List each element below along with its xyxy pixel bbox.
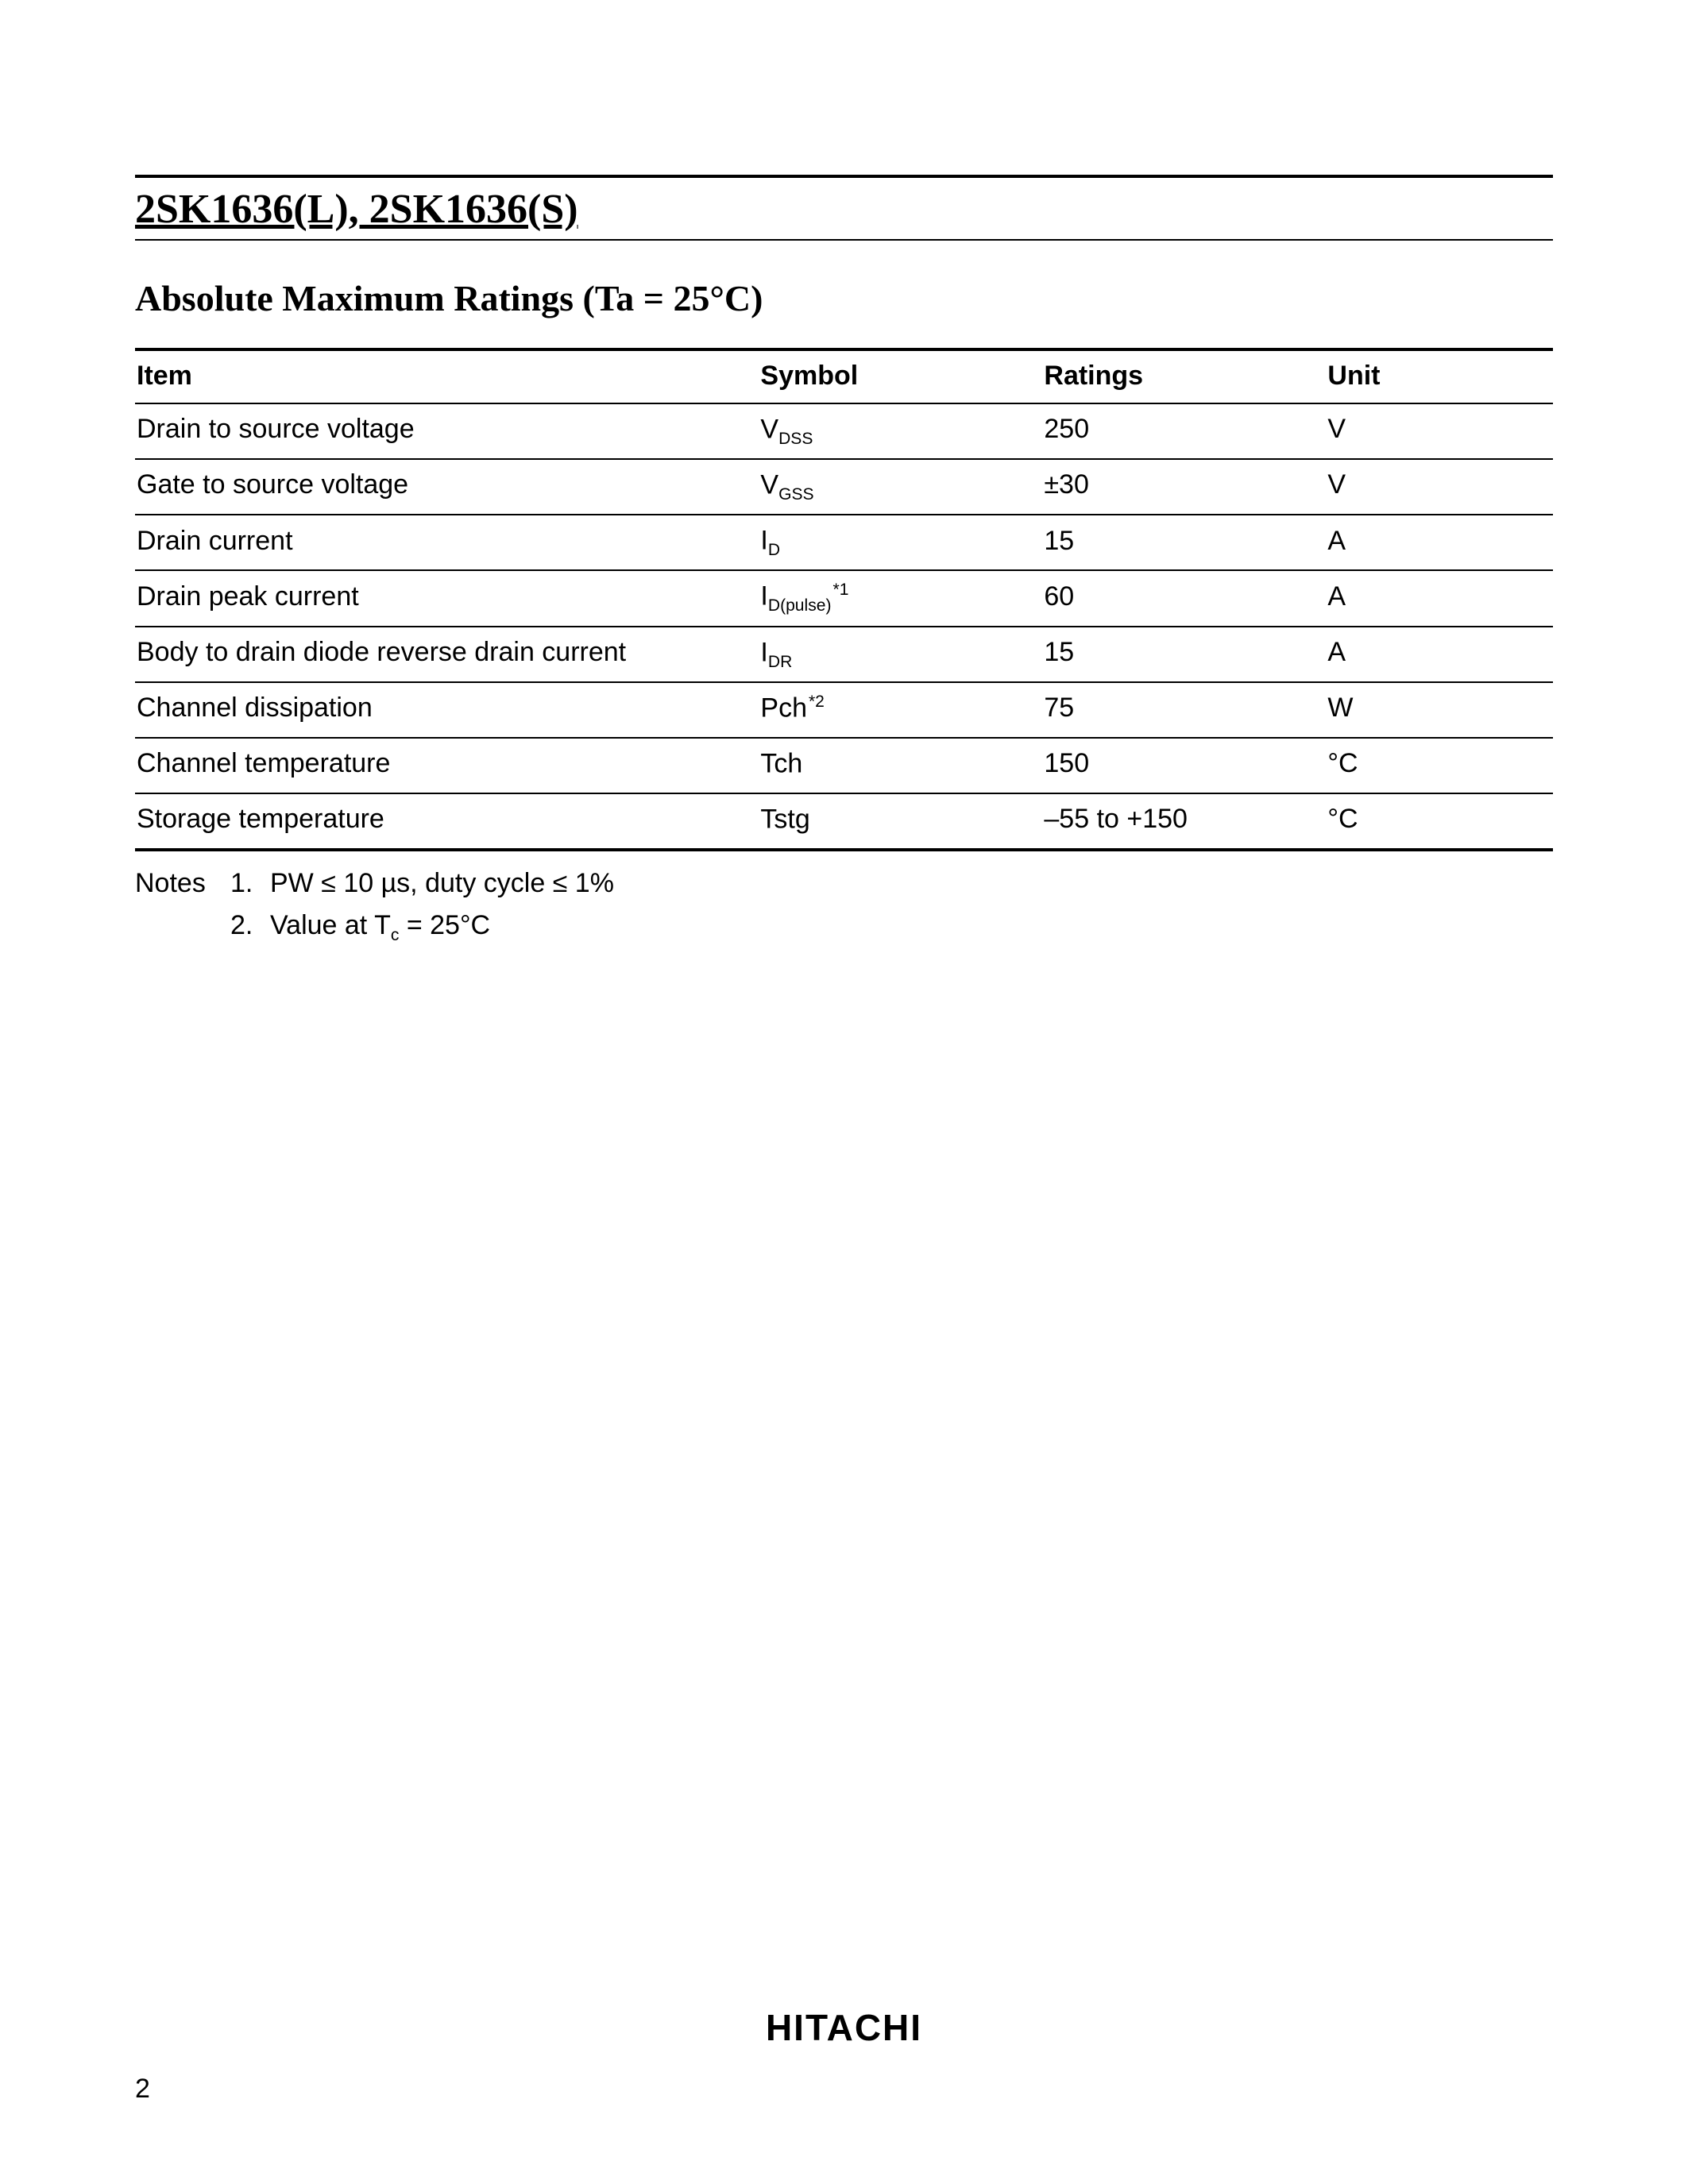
table-row: Storage temperature Tstg –55 to +150 °C	[135, 793, 1553, 850]
datasheet-page: 2SK1636(L), 2SK1636(S) Absolute Maximum …	[0, 0, 1688, 2184]
cell-item: Drain to source voltage	[135, 403, 759, 459]
table-row: Gate to source voltage VGSS ±30 V	[135, 459, 1553, 515]
cell-ratings: –55 to +150	[1042, 793, 1326, 850]
notes-block: Notes 1. PW ≤ 10 µs, duty cycle ≤ 1% 2. …	[135, 862, 1553, 948]
section-heading-bold: Absolute Maximum Ratings	[135, 278, 574, 318]
cell-ratings: 150	[1042, 738, 1326, 793]
cell-symbol: IDR	[759, 627, 1042, 682]
notes-label: Notes	[135, 862, 230, 905]
note-row: Notes 1. PW ≤ 10 µs, duty cycle ≤ 1%	[135, 862, 1553, 905]
title-rule-top	[135, 175, 1553, 178]
cell-symbol: ID(pulse)*1	[759, 570, 1042, 626]
cell-unit: °C	[1326, 738, 1553, 793]
cell-unit: °C	[1326, 793, 1553, 850]
cell-item: Body to drain diode reverse drain curren…	[135, 627, 759, 682]
notes-label-spacer	[135, 905, 230, 948]
footer-brand: HITACHI	[0, 2006, 1688, 2049]
cell-symbol: ID	[759, 515, 1042, 570]
table-row: Drain current ID 15 A	[135, 515, 1553, 570]
cell-ratings: ±30	[1042, 459, 1326, 515]
cell-item: Drain peak current	[135, 570, 759, 626]
cell-item: Channel dissipation	[135, 682, 759, 738]
table-row: Body to drain diode reverse drain curren…	[135, 627, 1553, 682]
cell-symbol: Tstg	[759, 793, 1042, 850]
cell-ratings: 60	[1042, 570, 1326, 626]
cell-symbol: VGSS	[759, 459, 1042, 515]
cell-ratings: 15	[1042, 627, 1326, 682]
cell-item: Storage temperature	[135, 793, 759, 850]
note-text: Value at Tc = 25°C	[270, 905, 1553, 948]
cell-unit: V	[1326, 459, 1553, 515]
note-row: 2. Value at Tc = 25°C	[135, 905, 1553, 948]
cell-unit: W	[1326, 682, 1553, 738]
cell-item: Drain current	[135, 515, 759, 570]
note-number: 1.	[230, 862, 270, 905]
cell-symbol: Pch*2	[759, 682, 1042, 738]
cell-ratings: 250	[1042, 403, 1326, 459]
table-row: Channel temperature Tch 150 °C	[135, 738, 1553, 793]
col-header-unit: Unit	[1326, 349, 1553, 403]
title-rule-bottom	[135, 239, 1553, 241]
cell-unit: V	[1326, 403, 1553, 459]
cell-unit: A	[1326, 627, 1553, 682]
col-header-item: Item	[135, 349, 759, 403]
page-number: 2	[135, 2074, 150, 2105]
cell-item: Gate to source voltage	[135, 459, 759, 515]
col-header-ratings: Ratings	[1042, 349, 1326, 403]
cell-ratings: 15	[1042, 515, 1326, 570]
cell-symbol: VDSS	[759, 403, 1042, 459]
cell-item: Channel temperature	[135, 738, 759, 793]
note-text: PW ≤ 10 µs, duty cycle ≤ 1%	[270, 862, 1553, 905]
table-row: Channel dissipation Pch*2 75 W	[135, 682, 1553, 738]
part-title: 2SK1636(L), 2SK1636(S)	[135, 186, 1553, 233]
table-row: Drain peak current ID(pulse)*1 60 A	[135, 570, 1553, 626]
table-row: Drain to source voltage VDSS 250 V	[135, 403, 1553, 459]
note-number: 2.	[230, 905, 270, 948]
cell-symbol: Tch	[759, 738, 1042, 793]
cell-unit: A	[1326, 515, 1553, 570]
ratings-table: Item Symbol Ratings Unit Drain to source…	[135, 348, 1553, 851]
cell-unit: A	[1326, 570, 1553, 626]
table-header-row: Item Symbol Ratings Unit	[135, 349, 1553, 403]
section-heading-condition: (Ta = 25°C)	[574, 278, 763, 318]
cell-ratings: 75	[1042, 682, 1326, 738]
col-header-symbol: Symbol	[759, 349, 1042, 403]
section-heading: Absolute Maximum Ratings (Ta = 25°C)	[135, 277, 1553, 319]
